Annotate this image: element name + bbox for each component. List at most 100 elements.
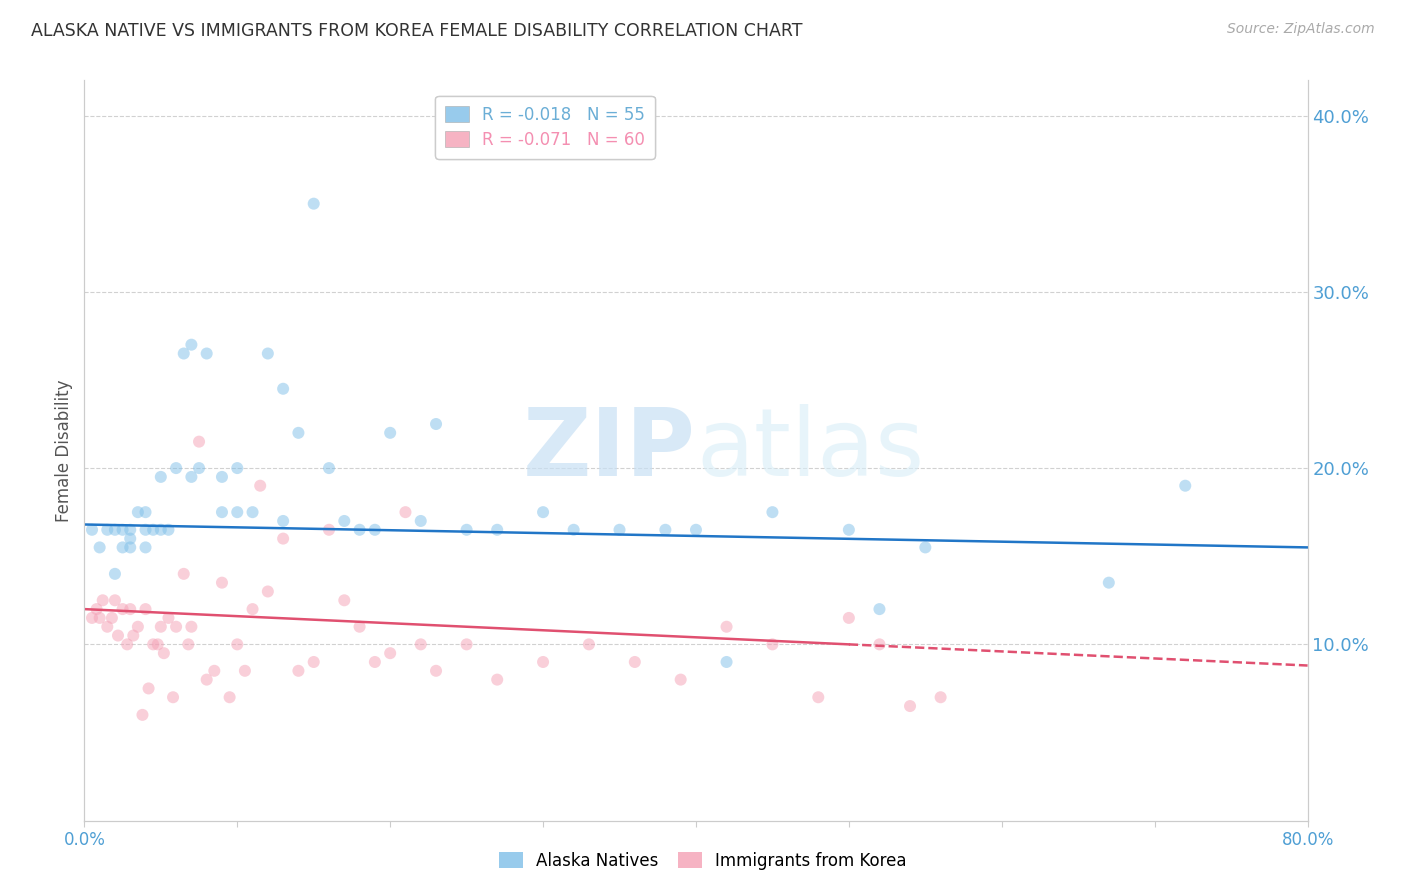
Point — [257, 584, 280, 599]
Point — [91, 593, 114, 607]
Legend: R = -0.018   N = 55, R = -0.071   N = 60: R = -0.018 N = 55, R = -0.071 N = 60 — [436, 96, 655, 159]
Point — [807, 690, 830, 705]
Point — [122, 628, 145, 642]
Point — [394, 505, 416, 519]
Point — [104, 593, 127, 607]
Point — [838, 611, 860, 625]
Text: atlas: atlas — [696, 404, 924, 497]
Point — [135, 505, 157, 519]
Point — [1098, 575, 1121, 590]
Point — [242, 505, 264, 519]
Point — [202, 664, 225, 678]
Point — [761, 505, 783, 519]
Point — [211, 470, 233, 484]
Point — [177, 637, 200, 651]
Point — [333, 514, 356, 528]
Point — [233, 664, 256, 678]
Point — [409, 637, 432, 651]
Point — [242, 602, 264, 616]
Point — [86, 602, 108, 616]
Point — [226, 505, 249, 519]
Point — [135, 541, 157, 555]
Point — [624, 655, 647, 669]
Point — [120, 523, 142, 537]
Point — [425, 417, 447, 431]
Legend: Alaska Natives, Immigrants from Korea: Alaska Natives, Immigrants from Korea — [492, 846, 914, 877]
Point — [104, 523, 127, 537]
Point — [456, 523, 478, 537]
Point — [914, 541, 936, 555]
Point — [165, 620, 187, 634]
Point — [96, 523, 118, 537]
Point — [929, 690, 952, 705]
Point — [96, 620, 118, 634]
Point — [115, 637, 138, 651]
Point — [669, 673, 692, 687]
Point — [165, 461, 187, 475]
Point — [80, 611, 103, 625]
Point — [531, 655, 554, 669]
Point — [157, 523, 180, 537]
Point — [195, 346, 218, 360]
Point — [716, 620, 738, 634]
Point — [111, 541, 134, 555]
Point — [195, 673, 218, 687]
Point — [135, 523, 157, 537]
Point — [149, 470, 172, 484]
Point — [486, 523, 509, 537]
Point — [271, 514, 294, 528]
Point — [226, 461, 249, 475]
Point — [1174, 479, 1197, 493]
Point — [609, 523, 631, 537]
Point — [142, 637, 165, 651]
Point — [425, 664, 447, 678]
Point — [456, 637, 478, 651]
Point — [173, 346, 195, 360]
Point — [157, 611, 180, 625]
Point — [562, 523, 585, 537]
Point — [180, 337, 202, 351]
Point — [761, 637, 783, 651]
Point — [131, 707, 153, 722]
Point — [211, 505, 233, 519]
Point — [188, 461, 211, 475]
Point — [380, 425, 402, 440]
Point — [716, 655, 738, 669]
Point — [104, 566, 127, 581]
Point — [111, 523, 134, 537]
Point — [271, 532, 294, 546]
Point — [271, 382, 294, 396]
Point — [107, 628, 129, 642]
Point — [838, 523, 860, 537]
Point — [149, 523, 172, 537]
Point — [364, 523, 387, 537]
Point — [226, 637, 249, 651]
Point — [302, 655, 325, 669]
Point — [349, 523, 371, 537]
Point — [120, 532, 142, 546]
Point — [135, 602, 157, 616]
Point — [364, 655, 387, 669]
Point — [146, 637, 169, 651]
Point — [578, 637, 600, 651]
Point — [249, 479, 271, 493]
Point — [188, 434, 211, 449]
Point — [333, 593, 356, 607]
Point — [654, 523, 676, 537]
Point — [869, 637, 891, 651]
Point — [120, 541, 142, 555]
Point — [142, 523, 165, 537]
Point — [318, 523, 340, 537]
Point — [349, 620, 371, 634]
Point — [80, 523, 103, 537]
Point — [287, 425, 309, 440]
Point — [111, 602, 134, 616]
Point — [180, 470, 202, 484]
Point — [257, 346, 280, 360]
Point — [486, 673, 509, 687]
Point — [531, 505, 554, 519]
Point — [211, 575, 233, 590]
Point — [89, 611, 111, 625]
Point — [127, 620, 149, 634]
Point — [409, 514, 432, 528]
